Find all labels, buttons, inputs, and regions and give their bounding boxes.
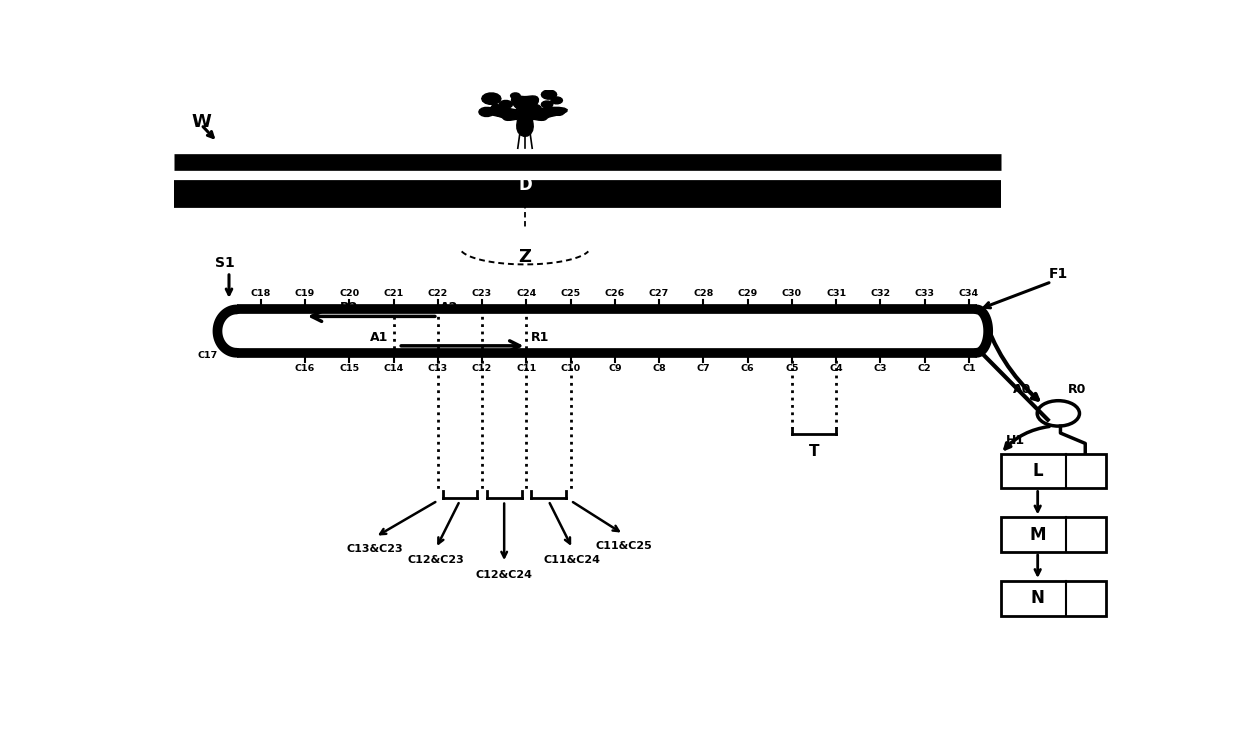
Text: A0: A0 xyxy=(1013,383,1030,396)
FancyBboxPatch shape xyxy=(1001,518,1106,552)
Polygon shape xyxy=(542,90,557,99)
Text: N: N xyxy=(1030,590,1044,608)
Text: R2: R2 xyxy=(340,301,358,314)
Polygon shape xyxy=(491,104,501,110)
Text: C16: C16 xyxy=(295,364,315,374)
Polygon shape xyxy=(511,93,521,98)
Text: A2: A2 xyxy=(440,301,458,314)
Text: C6: C6 xyxy=(740,364,754,374)
Text: C4: C4 xyxy=(830,364,843,374)
Text: R1: R1 xyxy=(531,331,549,344)
Text: F1: F1 xyxy=(1049,266,1068,280)
Text: W: W xyxy=(191,112,211,130)
Text: H1: H1 xyxy=(1006,433,1024,446)
Text: C20: C20 xyxy=(340,289,360,298)
Text: C5: C5 xyxy=(785,364,799,374)
Text: C12&C24: C12&C24 xyxy=(476,570,533,580)
FancyBboxPatch shape xyxy=(1001,454,1106,488)
Text: C13&C23: C13&C23 xyxy=(347,544,404,554)
Text: C17: C17 xyxy=(197,351,217,360)
Text: C10: C10 xyxy=(560,364,580,374)
Text: C7: C7 xyxy=(697,364,711,374)
Polygon shape xyxy=(495,110,507,116)
Polygon shape xyxy=(482,96,567,136)
Polygon shape xyxy=(481,93,501,104)
Text: R0: R0 xyxy=(1068,383,1086,396)
Text: C33: C33 xyxy=(915,289,935,298)
Text: C23: C23 xyxy=(472,289,492,298)
FancyBboxPatch shape xyxy=(1001,580,1106,616)
Text: C15: C15 xyxy=(340,364,360,374)
Text: C8: C8 xyxy=(652,364,666,374)
Text: C21: C21 xyxy=(383,289,404,298)
Text: C22: C22 xyxy=(428,289,448,298)
Text: C12&C23: C12&C23 xyxy=(408,556,464,566)
Text: C29: C29 xyxy=(738,289,758,298)
Polygon shape xyxy=(553,109,564,115)
Polygon shape xyxy=(479,107,495,116)
Text: C1: C1 xyxy=(962,364,976,374)
Text: C27: C27 xyxy=(649,289,670,298)
Text: C13: C13 xyxy=(428,364,448,374)
Text: L: L xyxy=(1033,462,1043,480)
Text: C19: C19 xyxy=(295,289,315,298)
Text: C3: C3 xyxy=(874,364,887,374)
Polygon shape xyxy=(542,101,553,108)
Text: C11: C11 xyxy=(516,364,537,374)
Text: S1: S1 xyxy=(215,256,234,270)
Text: C11&C24: C11&C24 xyxy=(544,556,601,566)
Text: C9: C9 xyxy=(608,364,621,374)
Text: A1: A1 xyxy=(371,331,388,344)
Polygon shape xyxy=(498,100,512,109)
Text: C24: C24 xyxy=(516,289,537,298)
Polygon shape xyxy=(551,97,563,104)
Text: C18: C18 xyxy=(250,289,270,298)
Text: D: D xyxy=(518,176,532,194)
Text: C31: C31 xyxy=(826,289,846,298)
Text: Z: Z xyxy=(518,248,532,266)
Text: C25: C25 xyxy=(560,289,580,298)
Text: T: T xyxy=(808,444,820,459)
Text: C14: C14 xyxy=(383,364,404,374)
Text: C2: C2 xyxy=(918,364,931,374)
Text: C34: C34 xyxy=(959,289,980,298)
Text: C11&C25: C11&C25 xyxy=(595,541,652,551)
Text: M: M xyxy=(1029,526,1045,544)
Text: C26: C26 xyxy=(605,289,625,298)
Text: C32: C32 xyxy=(870,289,890,298)
Polygon shape xyxy=(528,104,542,112)
Text: C30: C30 xyxy=(782,289,802,298)
Text: C28: C28 xyxy=(693,289,713,298)
Text: C12: C12 xyxy=(472,364,492,374)
